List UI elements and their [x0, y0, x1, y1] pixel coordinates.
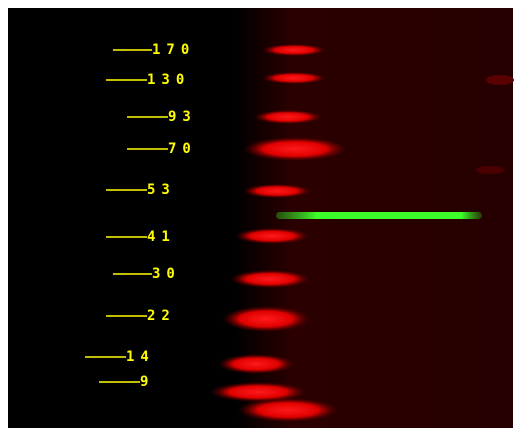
marker-label: 9	[140, 374, 154, 390]
marker-label: 41	[147, 229, 176, 245]
target-band	[276, 212, 482, 219]
marker-label: 53	[147, 182, 176, 198]
marker-label: 22	[147, 308, 176, 324]
marker-label: 170	[152, 42, 195, 58]
marker-label: 93	[168, 109, 197, 125]
marker-label: 130	[147, 72, 190, 88]
marker-labels: 170 130 93 70 53 41 30 22 14 9	[85, 42, 197, 390]
marker-label: 14	[126, 349, 155, 365]
marker-label: 70	[168, 141, 197, 157]
ladder-bands	[210, 44, 514, 422]
marker-label: 30	[152, 266, 181, 282]
